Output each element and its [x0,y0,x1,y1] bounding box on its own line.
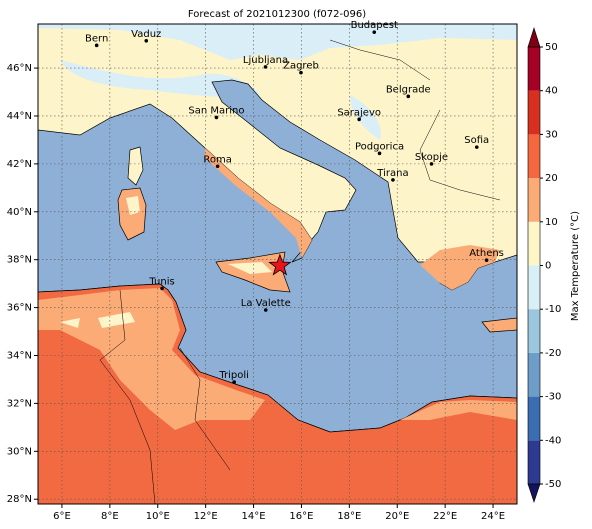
colorbar-band [528,90,540,135]
colorbar-band [528,352,540,397]
y-tick-label: 46°N [7,63,32,74]
graticule [38,24,517,504]
colorbar-tick-label: 30 [545,129,558,140]
city-label: Budapest [351,20,398,31]
city-dot [299,70,303,75]
colorbar-tick-label: -30 [545,392,561,403]
city-label: Tunis [148,276,174,287]
cool-area [60,312,135,328]
city-label: Vaduz [131,29,161,40]
y-tick-label: 30°N [7,446,32,457]
colorbar-tick-label: -50 [545,479,561,490]
x-tick-label: 22°E [433,511,457,522]
colorbar: -50 -40 -30 -20 -10 0 10 20 30 40 50 [527,27,561,503]
city-label: Tirana [376,168,408,179]
city-dot [391,178,395,182]
y-tick-label: 38°N [7,255,32,266]
x-tick-label: 24°E [481,511,505,522]
city-label: Sofia [464,135,489,146]
colorbar-tick-label: 0 [545,261,551,272]
colorbar-under [527,483,541,503]
x-tick-label: 20°E [385,511,409,522]
colorbar-over [527,27,541,48]
city-label: Athens [469,248,504,259]
city-label: Zagreb [283,61,319,72]
colorbar-tick-label: -10 [545,304,561,315]
city-dot [214,115,219,120]
colorbar-tick-label: -20 [545,348,561,359]
warm-area [400,400,517,420]
colorbar-band [528,221,540,266]
city-label: Tripoli [218,370,249,381]
y-tick-label: 40°N [7,207,32,218]
colorbar-label: Max Temperature (°C) [570,211,581,321]
city-dot [484,258,489,262]
colorbar-band [528,265,540,310]
city-label: Roma [203,154,232,165]
colorbar-band [528,134,540,179]
y-tick-label: 28°N [7,494,32,505]
city-dot [232,380,236,384]
y-tick-label: 34°N [7,350,32,361]
city-dot [263,308,268,312]
city-dot [429,162,434,166]
x-tick-label: 12°E [194,511,218,522]
colorbar-tick-label: 20 [545,173,558,184]
city-label: Ljubljana [243,55,288,66]
x-tick-label: 18°E [337,511,361,522]
colorbar-band [528,440,540,484]
warm-area [38,288,265,430]
city-label: San Marino [188,105,244,116]
x-tick-label: 6°E [53,511,71,522]
y-tick-label: 42°N [7,159,32,170]
city-label: Podgorica [355,141,404,152]
warm-area [420,245,500,290]
colorbar-tick-label: 50 [545,42,558,53]
border [99,39,501,505]
colorbar-band [528,396,540,441]
y-tick-label: 36°N [7,303,32,314]
cold-area [350,95,381,140]
colorbar-band [528,47,540,91]
city-dot [377,151,382,156]
city-dot [144,38,149,43]
city-dot [263,65,268,69]
y-tick-label: 44°N [7,111,32,122]
city-dot [94,43,99,48]
cold-area [60,60,260,98]
city-label: Bern [85,33,108,44]
map-title: Forecast of 2021012300 (f072-096) [188,9,366,20]
colorbar-band [528,178,540,222]
map-frame [37,23,518,505]
colorbar-tick-label: 40 [545,86,558,97]
city-dot [406,94,411,99]
x-tick-label: 14°E [242,511,266,522]
x-tick-label: 8°E [101,511,119,522]
colorbar-band [528,309,540,353]
y-tick-label: 32°N [7,398,32,409]
city-label: Sarajevo [337,107,381,118]
city-label: Skopje [415,152,448,163]
city-dot [215,164,220,169]
x-tick-label: 10°E [146,511,170,522]
island [228,262,272,274]
colorbar-tick-label: 10 [545,217,558,228]
location-marker [268,253,292,276]
island [127,146,144,186]
island [126,196,140,215]
city-dot [372,30,377,34]
colorbar-tick-label: -40 [545,435,561,446]
city-label: La Valette [241,298,291,309]
city-dot [357,117,361,122]
city-label: Belgrade [386,84,431,95]
x-tick-label: 16°E [289,511,313,522]
city-dot [474,145,479,149]
city-dot [160,286,164,291]
warm-area [205,148,312,258]
